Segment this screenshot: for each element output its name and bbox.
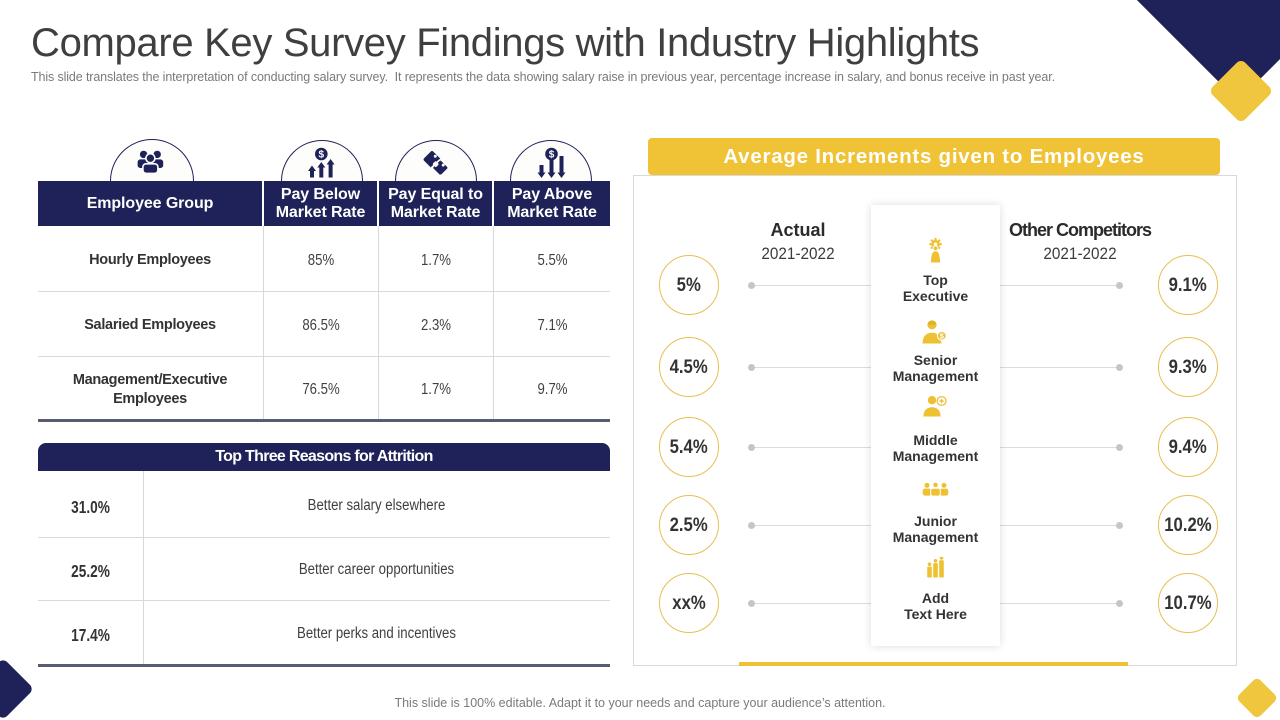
svg-text:$: $ xyxy=(940,332,945,341)
svg-text:$: $ xyxy=(319,149,325,160)
svg-text:$: $ xyxy=(549,149,555,160)
